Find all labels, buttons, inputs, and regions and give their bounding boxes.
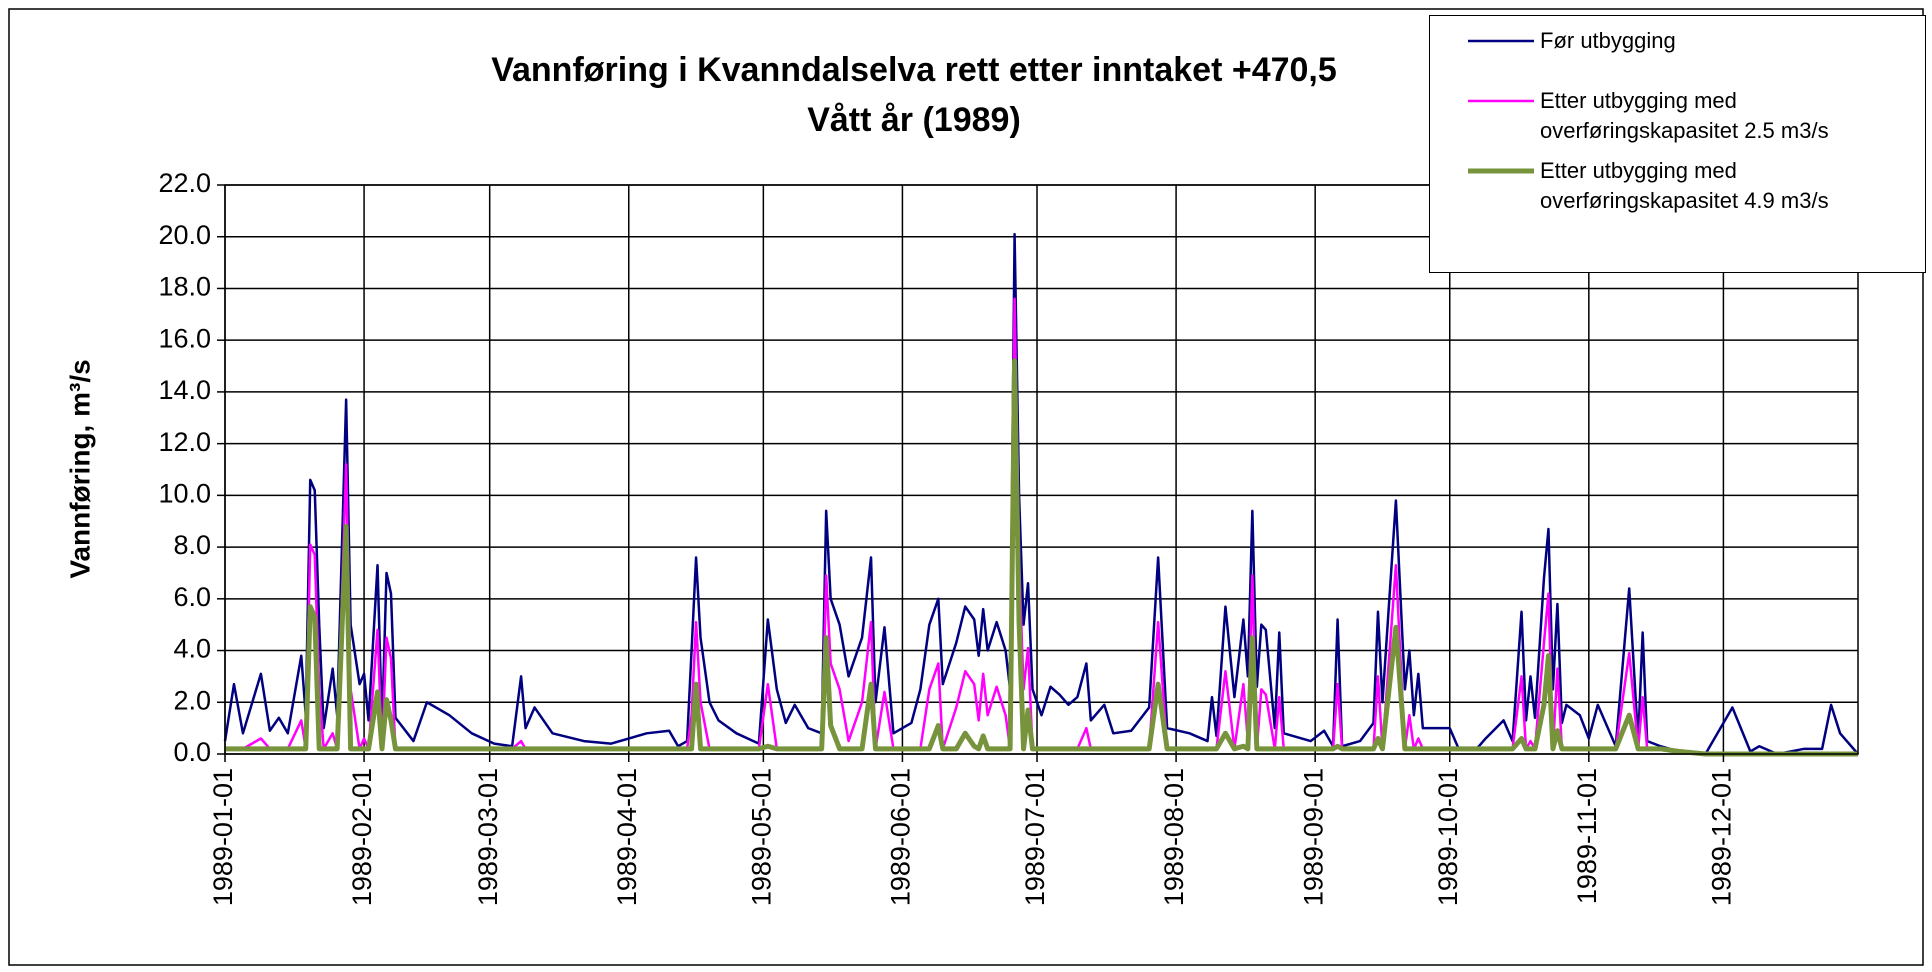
y-tick-label: 14.0: [158, 375, 211, 405]
y-tick-label: 0.0: [173, 737, 211, 767]
series-line: [223, 232, 1859, 756]
legend-label: Før utbygging: [1540, 28, 1676, 53]
x-tick-label: 1989-03-01: [473, 768, 503, 906]
y-tick-label: 16.0: [158, 323, 211, 353]
plot-frame: [224, 184, 1859, 755]
legend-item: Før utbygging: [1430, 26, 1920, 56]
legend-label: Etter utbygging med overføringskapasitet…: [1540, 88, 1829, 143]
x-tick-label: 1989-05-01: [746, 768, 776, 906]
y-tick-label: 4.0: [173, 634, 211, 664]
legend: Før utbygging Etter utbygging med overfør…: [1429, 15, 1926, 273]
x-tick-label: 1989-04-01: [612, 768, 642, 906]
x-tick-label: 1989-02-01: [347, 768, 377, 906]
x-tick-label: 1989-06-01: [886, 768, 916, 906]
y-tick-label: 8.0: [173, 530, 211, 560]
x-tick-label: 1989-12-01: [1707, 768, 1737, 906]
legend-label: Etter utbygging med overføringskapasitet…: [1540, 158, 1829, 213]
chart-title: Vannføring i Kvanndalselva rett etter in…: [491, 51, 1337, 89]
legend-item: Etter utbygging med overføringskapasitet…: [1430, 86, 1920, 146]
series-line: [225, 358, 1858, 757]
plot-area: [223, 232, 1859, 757]
y-tick-label: 10.0: [158, 478, 211, 508]
y-tick-label: 18.0: [158, 272, 211, 302]
legend-swatch: [1468, 99, 1534, 103]
chart-subtitle: Vått år (1989): [807, 101, 1021, 139]
y-tick-label: 6.0: [173, 582, 211, 612]
axes: 0.0 2.0 4.0 6.0 8.0 10.0 12.0 14.0 16.0 18.0 20.0 2…: [158, 168, 1859, 906]
y-tick-label: 22.0: [158, 168, 211, 198]
y-tick-label: 20.0: [158, 220, 211, 250]
y-tick-label: 2.0: [173, 685, 211, 715]
x-tick-label: 1989-08-01: [1159, 768, 1189, 906]
legend-swatch: [1468, 39, 1534, 43]
legend-swatch: [1468, 168, 1534, 174]
legend-item: Etter utbygging med overføringskapasitet…: [1430, 156, 1920, 216]
x-tick-label: 1989-09-01: [1298, 768, 1328, 906]
x-tick-label: 1989-10-01: [1433, 768, 1463, 906]
y-tick-label: 12.0: [158, 427, 211, 457]
x-tick-label: 1989-11-01: [1572, 768, 1602, 904]
x-tick-label: 1989-01-01: [208, 768, 238, 906]
y-axis-label: Vannføring, m³/s: [64, 359, 95, 578]
x-tick-label: 1989-07-01: [1020, 768, 1050, 906]
